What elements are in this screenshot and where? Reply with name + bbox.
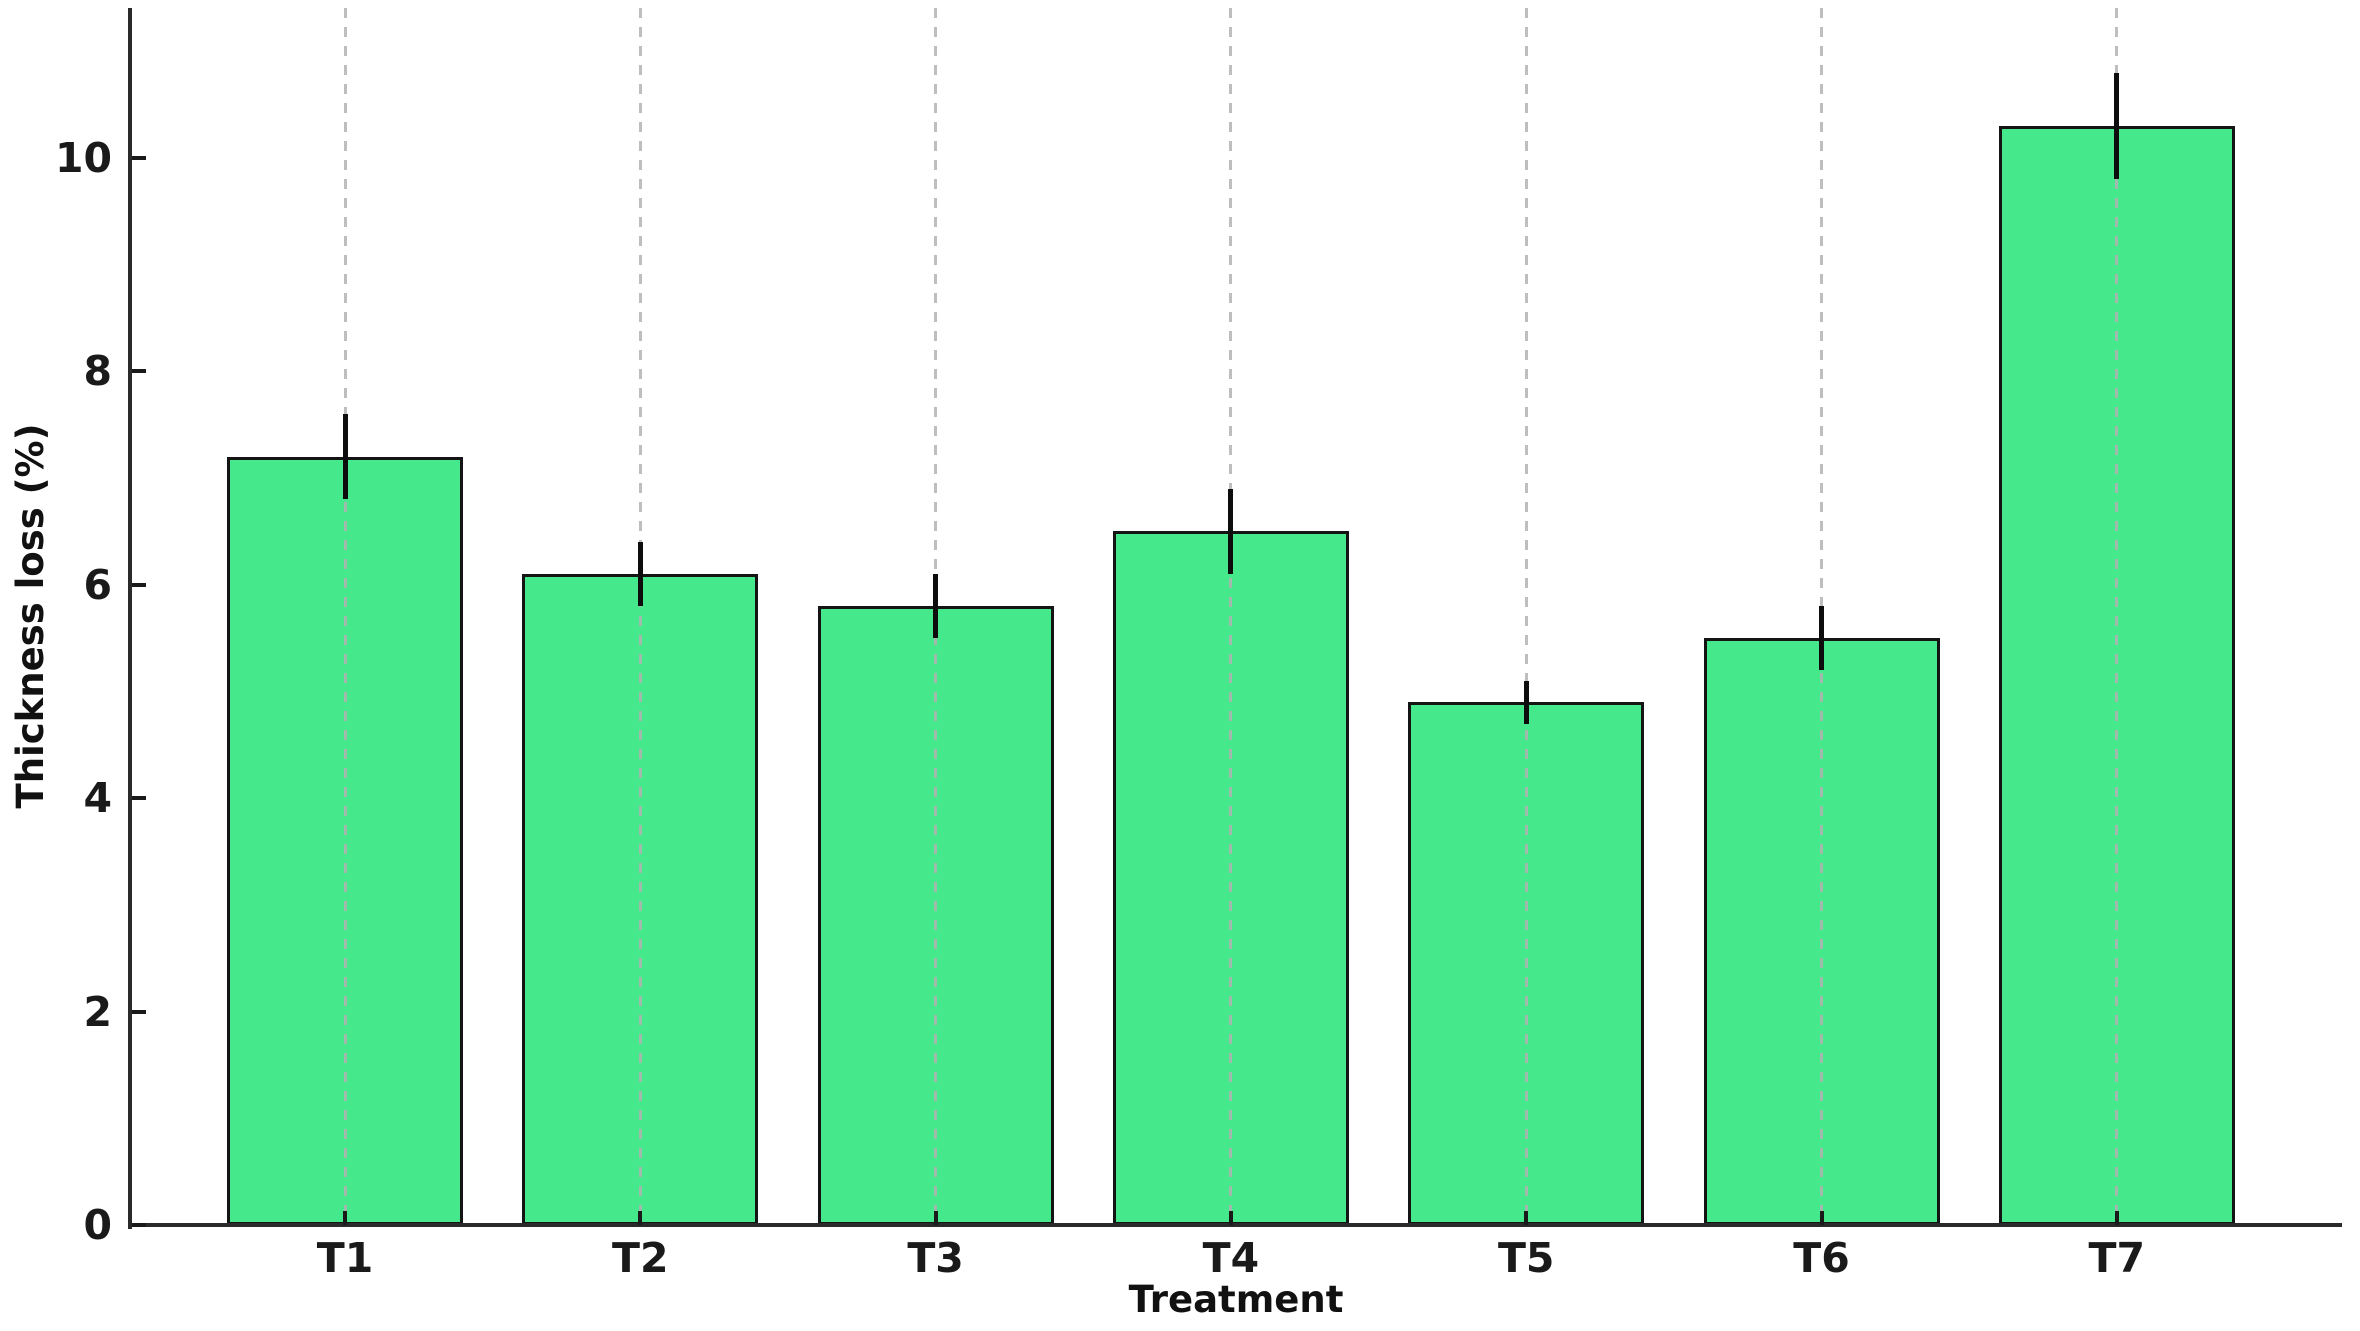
gridline-T7 [2115,8,2119,1225]
x-tick-mark-T1 [343,1211,347,1225]
error-bar-T4 [1228,488,1234,575]
y-tick-mark-8 [132,369,146,374]
y-tick-label-8: 8 [83,347,112,396]
error-bar-T6 [1819,606,1824,671]
gridline-T1 [343,8,347,1225]
y-axis-spine [128,8,132,1229]
x-tick-label-T7: T7 [2088,1234,2146,1282]
y-tick-label-2: 2 [83,987,112,1036]
x-tick-label-T5: T5 [1497,1234,1555,1282]
y-tick-mark-4 [132,796,146,801]
y-tick-mark-6 [132,582,146,587]
x-tick-label-T2: T2 [612,1234,669,1282]
gridline-T4 [1229,8,1233,1225]
x-tick-label-T3: T3 [907,1234,964,1282]
x-tick-mark-T3 [933,1211,938,1225]
x-tick-mark-T6 [1819,1211,1824,1225]
error-bar-T3 [933,574,939,639]
x-tick-mark-T4 [1228,1211,1233,1225]
y-tick-label-6: 6 [83,560,112,609]
gridline-T2 [638,8,642,1225]
y-tick-mark-10 [132,156,146,160]
x-tick-mark-T5 [1524,1211,1529,1225]
y-tick-mark-2 [132,1009,146,1014]
error-bar-T5 [1523,680,1529,724]
gridline-T5 [1524,8,1528,1225]
y-axis-title: Thickness loss (%) [9,423,52,809]
x-tick-label-T6: T6 [1793,1234,1850,1282]
x-axis-spine [128,1223,2342,1227]
y-tick-label-4: 4 [83,774,112,823]
x-tick-label-T4: T4 [1202,1234,1260,1282]
x-tick-mark-T2 [638,1211,643,1225]
x-tick-mark-T7 [2114,1211,2119,1225]
y-tick-label-10: 10 [54,134,112,182]
error-bar-T1 [342,414,348,500]
x-tick-label-T1: T1 [316,1234,374,1282]
error-bar-T7 [2114,72,2120,180]
y-tick-mark-0 [132,1223,146,1227]
x-axis-title: Treatment [1128,1278,1344,1321]
error-bar-T2 [637,542,643,607]
y-tick-label-0: 0 [83,1201,112,1249]
